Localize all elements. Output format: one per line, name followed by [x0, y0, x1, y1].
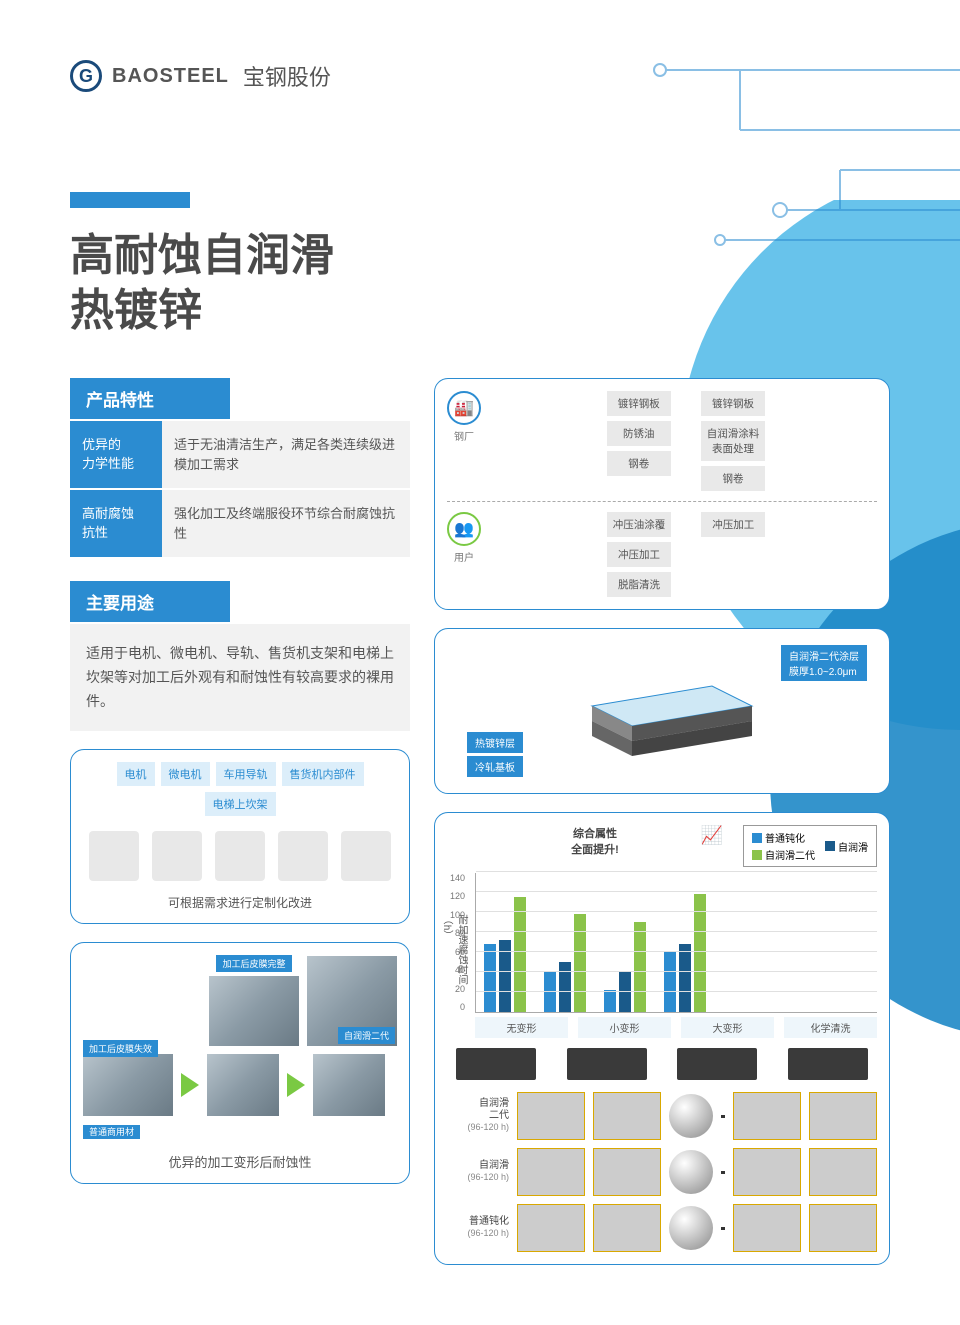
- usage-text: 适用于电机、微电机、导轨、售货机支架和电梯上坎架等对加工后外观有和耐蚀性有较高要…: [70, 624, 410, 731]
- x-label-1: 小变形: [578, 1017, 671, 1038]
- x-label-0: 无变形: [475, 1017, 568, 1038]
- leg-2: 自润滑二代: [765, 847, 815, 862]
- flow-rt-2: 钢卷: [701, 466, 765, 491]
- comp-row-0: 自润滑 二代(96-120 h): [447, 1092, 877, 1140]
- img-fail: 加工后皮膜失效: [83, 1054, 173, 1116]
- bar-1-2: [574, 914, 586, 1012]
- usage-header: 主要用途: [70, 581, 230, 622]
- product-img-2: [215, 831, 265, 881]
- tag-2: 车用导轨: [216, 762, 276, 786]
- applications-panel: 电机 微电机 车用导轨 售货机内部件 电梯上坎架 可根据需求进行定制化改进: [70, 749, 410, 924]
- logo-icon: G: [70, 60, 102, 92]
- layer-base: 冷轧基板: [467, 756, 523, 777]
- application-tags: 电机 微电机 车用导轨 售货机内部件 电梯上坎架: [83, 762, 397, 816]
- bar-3-0: [664, 952, 676, 1012]
- x-label-2: 大变形: [681, 1017, 774, 1038]
- trend-arrow-icon: 📈: [701, 825, 723, 846]
- applications-caption: 可根据需求进行定制化改进: [83, 894, 397, 911]
- chart-panel: 综合属性 全面提升! 📈 普通钝化 自润滑二代 自润滑 耐加速腐蚀时间（h）: [434, 812, 890, 1265]
- bar-2-0: [604, 990, 616, 1012]
- product-img-4: [341, 831, 391, 881]
- product-img-0: [89, 831, 139, 881]
- user-label: 用户: [447, 549, 481, 564]
- brand-name-cn: 宝钢股份: [243, 60, 331, 92]
- tag-0: 电机: [117, 762, 155, 786]
- bar-group-0: [484, 897, 526, 1012]
- user-icon: 👥: [447, 512, 481, 546]
- arrow-icon-1: [181, 1073, 199, 1097]
- sample-2: [677, 1048, 757, 1080]
- img-right: [313, 1054, 385, 1116]
- bar-2-2: [634, 922, 646, 1012]
- sample-0: [456, 1048, 536, 1080]
- x-label-3: 化学清洗: [784, 1017, 877, 1038]
- feature-desc-0: 适于无油清洁生产，满足各类连续级进模加工需求: [162, 421, 410, 488]
- feature-label-0: 优异的 力学性能: [70, 421, 162, 488]
- chart-title: 综合属性 全面提升!: [447, 825, 743, 857]
- comp-row-2: 普通钝化(96-120 h): [447, 1204, 877, 1252]
- tag-1: 微电机: [161, 762, 210, 786]
- factory-label: 钢厂: [447, 428, 481, 443]
- flowchart-panel: 🏭 钢厂 镀锌钢板 防锈油 钢卷 镀锌钢板 自润滑涂料 表面处理 钢卷: [434, 378, 890, 610]
- flow-divider: [447, 501, 877, 502]
- chart-legend: 普通钝化 自润滑二代 自润滑: [743, 825, 877, 867]
- label-intact: 加工后皮膜完整: [216, 955, 291, 972]
- bar-1-0: [544, 972, 556, 1012]
- tag-3: 售货机内部件: [282, 762, 364, 786]
- flow-lt-0: 镀锌钢板: [607, 391, 671, 416]
- flow-lb-1: 冲压加工: [607, 542, 671, 567]
- sample-strips: [447, 1048, 877, 1080]
- sample-1: [567, 1048, 647, 1080]
- bar-3-1: [679, 944, 691, 1012]
- deform-caption: 优异的加工变形后耐蚀性: [83, 1152, 397, 1171]
- layer-coating: 自润滑二代涂层 膜厚1.0~2.0μm: [781, 645, 867, 681]
- flow-lt-1: 防锈油: [607, 421, 671, 446]
- img-intact: [209, 976, 299, 1046]
- label-gen2: 自润滑二代: [338, 1027, 395, 1044]
- bar-2-1: [619, 972, 631, 1012]
- leg-1: 自润滑: [838, 839, 868, 854]
- product-images-row: [83, 826, 397, 886]
- flow-lb-2: 脱脂清洗: [607, 572, 671, 597]
- bar-0-2: [514, 897, 526, 1012]
- feature-row-1: 高耐腐蚀 抗性 强化加工及终端服役环节综合耐腐蚀抗性: [70, 490, 410, 557]
- brand-name-en: BAOSTEEL: [112, 65, 229, 88]
- brand-header: G BAOSTEEL 宝钢股份: [70, 60, 890, 92]
- bar-group-2: [604, 922, 646, 1012]
- layer-svg: [552, 646, 772, 776]
- comp-row-1: 自润滑(96-120 h): [447, 1148, 877, 1196]
- sample-3: [788, 1048, 868, 1080]
- title-accent-bar: [70, 192, 190, 208]
- feature-row-0: 优异的 力学性能 适于无油清洁生产，满足各类连续级进模加工需求: [70, 421, 410, 488]
- bar-chart: 耐加速腐蚀时间（h） 140120100806040200 无变形小变形大变形化…: [447, 873, 877, 1038]
- page-title: 高耐蚀自润滑热镀锌: [70, 228, 890, 338]
- flow-rt-1: 自润滑涂料 表面处理: [701, 421, 766, 461]
- label-fail: 加工后皮膜失效: [83, 1040, 158, 1057]
- img-mid: [207, 1054, 279, 1116]
- layer-zinc: 热镀锌层: [467, 732, 523, 753]
- product-img-1: [152, 831, 202, 881]
- img-gen2-micro: 自润滑二代: [307, 956, 397, 1046]
- features-header: 产品特性: [70, 378, 230, 419]
- leg-0: 普通钝化: [765, 830, 805, 845]
- flow-lt-2: 钢卷: [607, 451, 671, 476]
- factory-icon: 🏭: [447, 391, 481, 425]
- flow-lb-0: 冲压油涂覆: [607, 512, 672, 537]
- bar-group-1: [544, 914, 586, 1012]
- arrow-icon-2: [287, 1073, 305, 1097]
- product-img-3: [278, 831, 328, 881]
- label-common: 普通商用材: [83, 1125, 140, 1139]
- deformation-panel: 加工后皮膜完整 自润滑二代 加工后皮膜失效: [70, 942, 410, 1184]
- flow-rt-0: 镀锌钢板: [701, 391, 765, 416]
- feature-label-1: 高耐腐蚀 抗性: [70, 490, 162, 557]
- tag-4: 电梯上坎架: [205, 792, 276, 816]
- bar-1-1: [559, 962, 571, 1012]
- bar-0-0: [484, 944, 496, 1012]
- layer-panel: 自润滑二代涂层 膜厚1.0~2.0μm 热镀锌层 冷轧基板: [434, 628, 890, 794]
- feature-desc-1: 强化加工及终端服役环节综合耐腐蚀抗性: [162, 490, 410, 557]
- flow-rb-0: 冲压加工: [701, 512, 765, 537]
